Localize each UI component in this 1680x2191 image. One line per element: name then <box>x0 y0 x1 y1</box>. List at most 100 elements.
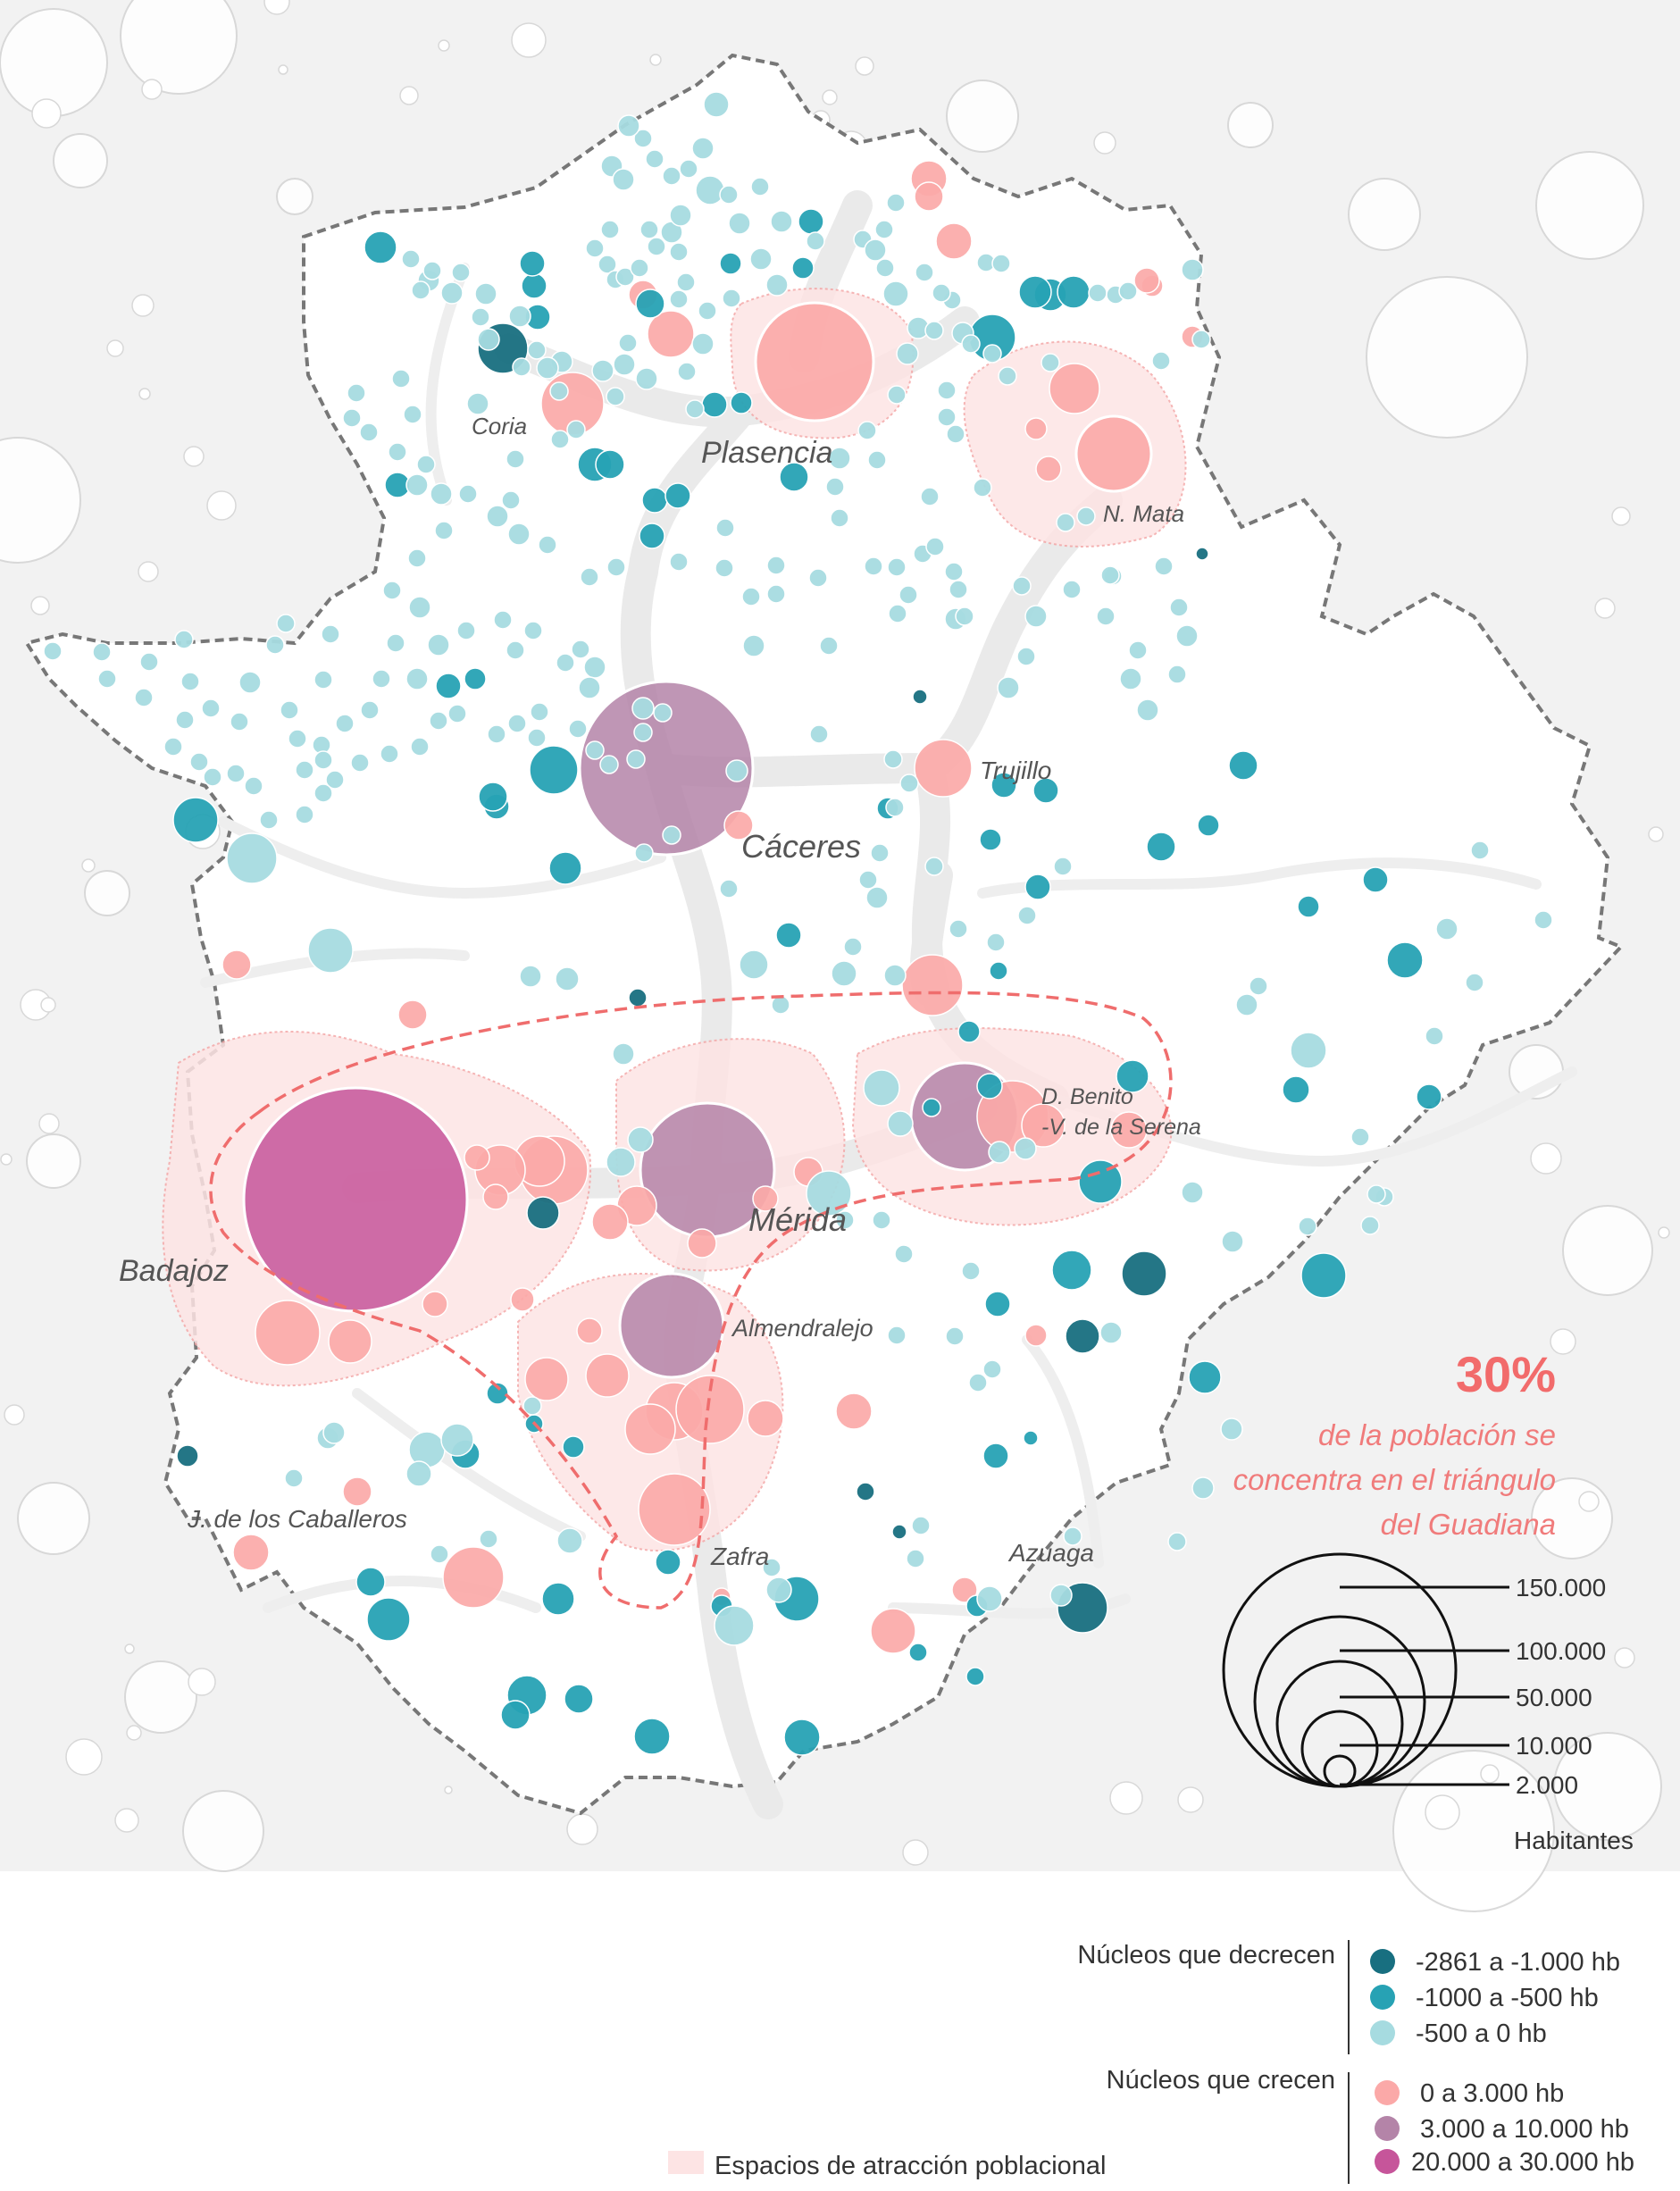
legend-swatch-decrease-mid <box>1370 1985 1395 2010</box>
population-bubble <box>397 999 428 1030</box>
population-bubble <box>1063 1526 1082 1546</box>
population-bubble <box>908 1643 928 1662</box>
population-bubble <box>43 641 63 661</box>
bg-bubble <box>0 437 81 564</box>
bg-bubble <box>1425 1794 1460 1830</box>
population-bubble <box>447 704 467 723</box>
population-bubble <box>647 310 695 358</box>
population-bubble <box>765 1576 792 1603</box>
population-bubble <box>585 1353 630 1398</box>
population-bubble <box>669 552 689 572</box>
population-bubble <box>556 1527 583 1554</box>
bg-bubble <box>53 133 108 188</box>
city-label-trujillo: Trujillo <box>980 757 1051 784</box>
city-label-plasencia: Plasencia <box>701 436 832 470</box>
population-bubble <box>770 210 793 233</box>
population-bubble <box>1024 874 1051 900</box>
population-bubble <box>507 714 527 733</box>
population-bubble <box>1116 1059 1149 1093</box>
population-bubble <box>471 307 490 327</box>
population-bubble <box>639 220 659 239</box>
population-bubble <box>875 258 895 278</box>
scale-label-150000: 150.000 <box>1516 1574 1606 1601</box>
population-bubble <box>1220 1417 1243 1441</box>
population-bubble <box>1096 606 1116 626</box>
population-bubble <box>163 737 183 757</box>
population-bubble <box>831 960 857 987</box>
population-bubble <box>1133 267 1160 294</box>
population-bubble <box>342 408 362 428</box>
population-bubble <box>430 482 453 506</box>
population-bubble <box>935 222 973 260</box>
population-bubble <box>633 129 653 148</box>
population-bubble <box>887 557 907 577</box>
population-bubble <box>97 669 117 689</box>
population-bubble <box>618 333 638 353</box>
population-bubble <box>1057 275 1091 309</box>
population-bubble <box>691 137 715 160</box>
population-bubble <box>1297 895 1320 918</box>
population-bubble <box>1065 1318 1100 1354</box>
population-bubble <box>176 1444 199 1468</box>
population-bubble <box>1136 698 1159 722</box>
population-bubble <box>645 149 664 169</box>
population-bubble <box>723 810 754 840</box>
callout-line-3: del Guadiana <box>1381 1508 1556 1541</box>
population-bubble <box>1032 777 1059 804</box>
population-bubble <box>328 1319 372 1364</box>
population-bubble <box>474 282 497 305</box>
population-bubble <box>1121 1250 1167 1297</box>
secondary-road <box>977 857 1542 899</box>
callout-line-1: de la población se <box>1318 1418 1556 1451</box>
population-bubble <box>766 584 786 604</box>
bg-bubble <box>566 1813 598 1845</box>
population-bubble <box>901 954 964 1016</box>
population-bubble <box>512 357 531 377</box>
scale-label-50000: 50.000 <box>1516 1684 1592 1711</box>
population-bubble <box>639 523 665 549</box>
bg-bubble <box>206 490 237 521</box>
population-bubble <box>951 1576 978 1603</box>
population-bubble <box>1119 667 1142 690</box>
bg-bubble <box>1093 131 1116 155</box>
population-bubble <box>523 621 543 640</box>
population-bubble <box>1249 976 1268 996</box>
population-bubble <box>549 381 569 401</box>
population-bubble <box>1023 1430 1039 1446</box>
callout-line-2: concentra en el triángulo <box>1233 1463 1556 1496</box>
bg-bubble <box>1562 1205 1653 1296</box>
population-bubble <box>366 1597 411 1642</box>
bg-bubble <box>40 997 56 1013</box>
population-bubble <box>1169 598 1189 617</box>
population-bubble <box>313 750 333 770</box>
population-bubble <box>530 702 549 722</box>
population-bubble <box>388 442 407 462</box>
population-bubble <box>1021 1103 1066 1148</box>
population-bubble <box>741 587 761 606</box>
bg-bubble <box>114 1808 139 1833</box>
population-bubble <box>976 1585 1003 1612</box>
bg-bubble <box>126 1725 142 1741</box>
secondary-road <box>352 1388 586 1542</box>
population-bubble <box>949 580 968 599</box>
bg-bubble <box>183 446 205 467</box>
legend-attraction-label: Espacios de atracción poblacional <box>715 2152 1107 2180</box>
population-bubble <box>422 1291 448 1317</box>
population-bubble <box>891 1524 907 1540</box>
population-bubble <box>647 237 666 256</box>
population-bubble <box>482 1183 509 1210</box>
secondary-road <box>1022 1334 1104 1568</box>
population-bubble <box>1386 941 1424 979</box>
bg-bubble <box>141 79 163 100</box>
population-bubble <box>536 356 559 380</box>
legend-swatch-grow-mid <box>1375 2116 1400 2141</box>
population-bubble <box>653 703 673 723</box>
population-bubble <box>1056 513 1075 532</box>
population-bubble <box>626 749 646 769</box>
population-bubble <box>685 399 705 419</box>
population-bubble <box>527 340 547 360</box>
population-bubble <box>1534 910 1553 930</box>
population-bubble <box>522 1396 542 1416</box>
population-bubble <box>982 1443 1009 1469</box>
population-bubble <box>883 749 903 769</box>
